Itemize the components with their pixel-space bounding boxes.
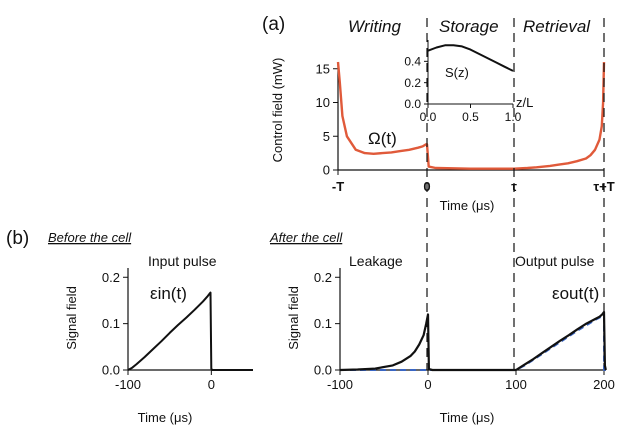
output-signal-line (339, 310, 607, 372)
inset-ytick-label: 0.2 (404, 76, 421, 90)
bl-ytick-label: 0.2 (102, 270, 120, 285)
b-left-yticks: 0.0 0.1 0.2 (102, 270, 128, 378)
b-right-ylabel: Signal field (286, 286, 301, 350)
sz-line (427, 44, 514, 72)
br-ytick-label: 0.2 (314, 270, 332, 285)
br-xtick-label: 200 (593, 377, 615, 392)
control-field-line (336, 61, 606, 170)
b-left-xlabel: Time (μs) (138, 410, 193, 425)
b-right-xlabel: Time (μs) (440, 410, 495, 425)
ein-annotation: εin(t) (150, 284, 187, 303)
b-right-xticks: -100 0 100 200 (327, 370, 615, 392)
br-xtick-label: 100 (505, 377, 527, 392)
inset-xlabel: z/L (516, 95, 533, 110)
omega-annotation: Ω(t) (368, 129, 397, 148)
theory-dashed-line (340, 314, 606, 371)
panel-a-ylabel: Control field (mW) (270, 58, 285, 163)
a-ytick-label: 10 (316, 95, 330, 110)
b-right-yticks: 0.0 0.1 0.2 (314, 270, 340, 378)
panel-a-xlabel: Time (μs) (440, 198, 495, 213)
panel-a-xticks: -T 0 τ τ+T (332, 170, 615, 194)
panel-a-label: (a) (262, 14, 285, 35)
inset-xtick-label: 1.0 (505, 110, 522, 124)
after-cell-title: After the cell (269, 230, 343, 245)
br-xtick-label: 0 (424, 377, 431, 392)
a-ytick-label: 5 (323, 129, 330, 144)
bl-ytick-label: 0.0 (102, 363, 120, 378)
b-left-series (127, 291, 253, 371)
bl-xtick-label: -100 (115, 377, 141, 392)
input-pulse-label: Input pulse (148, 253, 217, 269)
b-right-series (339, 310, 607, 372)
input-pulse-line (127, 291, 253, 371)
br-ytick-label: 0.1 (314, 316, 332, 331)
a-xtick-label: -T (332, 179, 344, 194)
leakage-label: Leakage (349, 253, 403, 269)
bl-ytick-label: 0.1 (102, 316, 120, 331)
b-left-xticks: -100 0 (115, 370, 215, 392)
inset-ytick-label: 0.4 (404, 55, 421, 69)
panel-a-yticks: 0 5 10 15 (316, 61, 338, 178)
before-cell-title: Before the cell (48, 230, 132, 245)
br-xtick-label: -100 (327, 377, 353, 392)
output-pulse-label: Output pulse (515, 253, 595, 269)
eout-annotation: εout(t) (552, 284, 599, 303)
inset-xticks: 0.0 0.5 1.0 (420, 104, 522, 124)
inset-ytick-label: 0.0 (404, 97, 421, 111)
inset-yticks: 0.0 0.2 0.4 (404, 55, 428, 111)
panel-b-label: (b) (6, 228, 29, 249)
inset-xtick-label: 0.0 (420, 110, 437, 124)
inset-series (427, 44, 514, 72)
panel-a-axes (337, 62, 604, 171)
panel-a-series (336, 61, 606, 170)
region-label-writing: Writing (348, 17, 401, 36)
b-left-ylabel: Signal field (64, 286, 79, 350)
inset-xtick-label: 0.5 (462, 110, 479, 124)
a-ytick-label: 0 (323, 163, 330, 178)
br-ytick-label: 0.0 (314, 363, 332, 378)
bl-xtick-label: 0 (208, 377, 215, 392)
region-label-storage: Storage (439, 17, 499, 36)
inset-ylabel: S(z) (445, 65, 469, 80)
region-label-retrieval: Retrieval (523, 17, 591, 36)
a-ytick-label: 15 (316, 61, 330, 76)
